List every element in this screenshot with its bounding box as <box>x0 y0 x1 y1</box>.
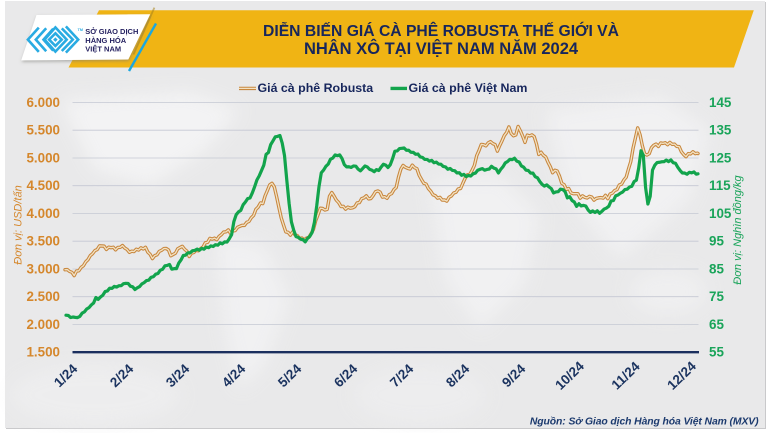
svg-text:6/24: 6/24 <box>331 361 361 390</box>
svg-text:65: 65 <box>709 317 724 332</box>
svg-text:HÀNG HÓA: HÀNG HÓA <box>85 36 126 45</box>
svg-text:2.000: 2.000 <box>26 317 60 332</box>
svg-text:10/24: 10/24 <box>552 358 587 393</box>
svg-text:5.000: 5.000 <box>26 151 60 166</box>
svg-text:125: 125 <box>709 151 732 166</box>
svg-text:95: 95 <box>709 234 724 249</box>
svg-text:VIỆT NAM: VIỆT NAM <box>85 44 121 53</box>
svg-text:105: 105 <box>709 206 732 221</box>
svg-text:9/24: 9/24 <box>499 361 529 390</box>
svg-text:135: 135 <box>709 123 732 138</box>
svg-text:75: 75 <box>709 289 724 304</box>
svg-text:5/24: 5/24 <box>275 361 305 390</box>
svg-text:DIỄN BIẾN GIÁ CÀ PHÊ ROBUSTA T: DIỄN BIẾN GIÁ CÀ PHÊ ROBUSTA THẾ GIỚI VÀ <box>263 21 619 40</box>
svg-text:4.500: 4.500 <box>26 178 60 193</box>
svg-text:Giá cà phê Robusta: Giá cà phê Robusta <box>258 81 374 95</box>
svg-text:Giá cà phê Việt Nam: Giá cà phê Việt Nam <box>409 81 528 95</box>
svg-text:11/24: 11/24 <box>609 358 644 392</box>
svg-text:6.000: 6.000 <box>26 95 60 110</box>
svg-text:5.500: 5.500 <box>26 123 60 138</box>
svg-text:12/24: 12/24 <box>664 358 699 393</box>
svg-text:Đơn vị: USD/tấn: Đơn vị: USD/tấn <box>13 185 25 264</box>
svg-text:Nguồn: Sở Giao dịch Hàng hóa V: Nguồn: Sở Giao dịch Hàng hóa Việt Nam (M… <box>530 416 759 428</box>
svg-text:145: 145 <box>709 95 732 110</box>
svg-text:3.000: 3.000 <box>26 262 60 277</box>
svg-text:115: 115 <box>709 178 731 193</box>
svg-text:4.000: 4.000 <box>26 206 60 221</box>
svg-text:1.500: 1.500 <box>26 345 60 360</box>
svg-text:2.500: 2.500 <box>26 289 60 304</box>
svg-text:SỞ GIAO DỊCH: SỞ GIAO DỊCH <box>85 27 138 36</box>
svg-text:NHÂN XÔ TẠI VIỆT NAM NĂM 2024: NHÂN XÔ TẠI VIỆT NAM NĂM 2024 <box>304 39 579 58</box>
svg-text:3.500: 3.500 <box>26 234 60 249</box>
svg-text:55: 55 <box>709 345 724 360</box>
svg-text:TM: TM <box>78 28 83 32</box>
svg-text:85: 85 <box>709 262 724 277</box>
svg-text:Đơn vị: Nghìn đồng/kg: Đơn vị: Nghìn đồng/kg <box>732 174 744 284</box>
